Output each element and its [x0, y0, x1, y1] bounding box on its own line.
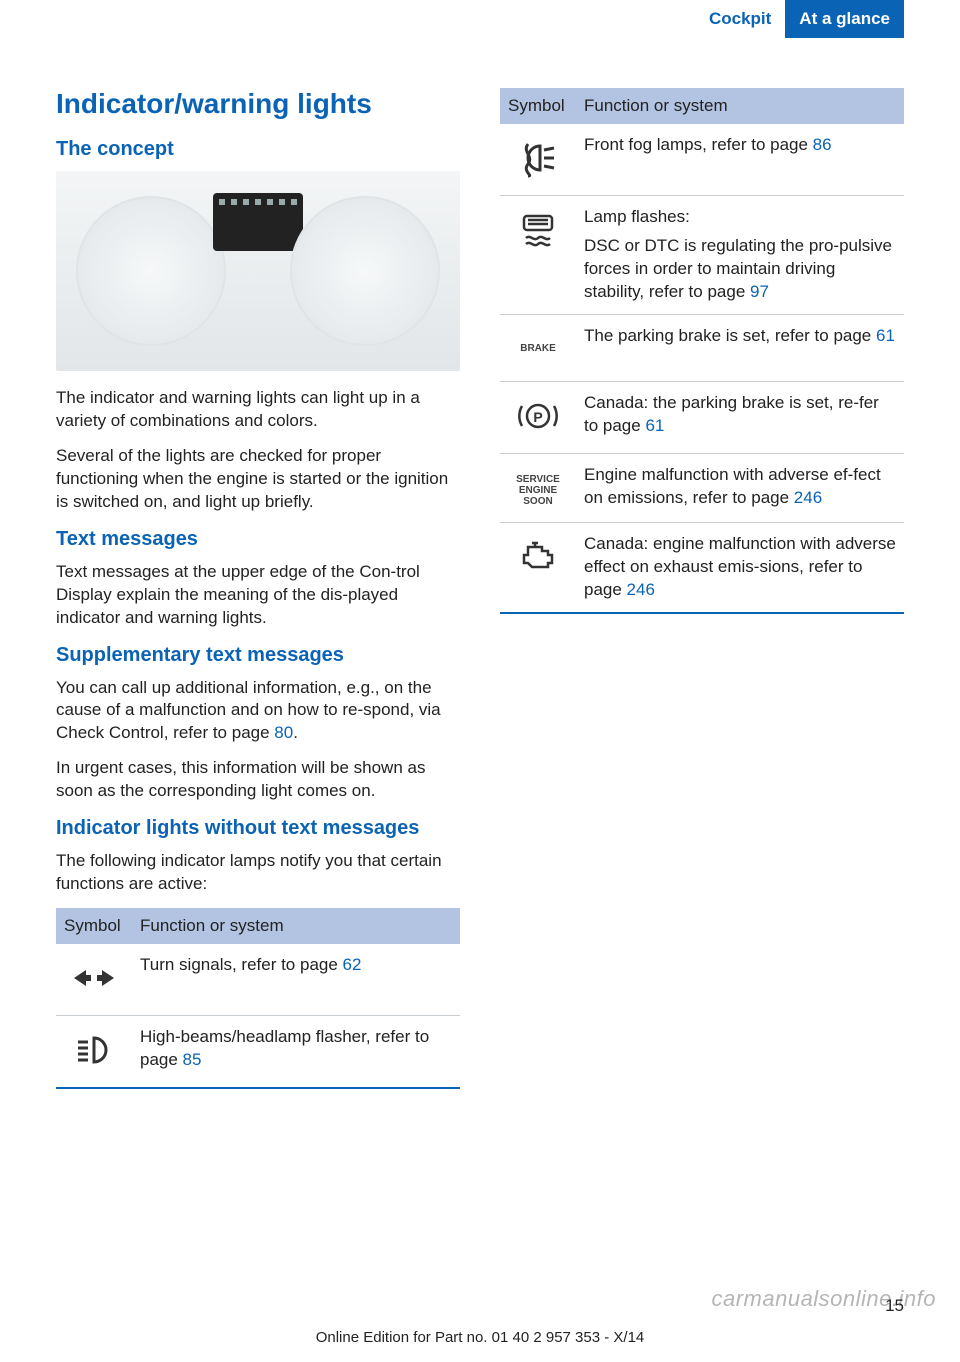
engine-icon: [516, 535, 560, 579]
supplementary-paragraph-2: In urgent cases, this information will b…: [56, 757, 460, 803]
page-link-62[interactable]: 62: [343, 955, 362, 974]
indicator-paragraph: The following indicator lamps notify you…: [56, 850, 460, 896]
table-row: Lamp flashes: DSC or DTC is regulating t…: [500, 195, 904, 314]
table-row: Turn signals, refer to page 62: [56, 944, 460, 1015]
dsc-icon: [516, 208, 560, 252]
text-span: DSC or DTC is regulating the pro‐pulsive…: [584, 236, 892, 301]
page-link-86[interactable]: 86: [813, 135, 832, 154]
col-header-symbol: Symbol: [56, 908, 132, 944]
table-row: BRAKE The parking brake is set, refer to…: [500, 314, 904, 381]
left-column: Indicator/warning lights The concept The…: [56, 88, 460, 1089]
concept-paragraph-2: Several of the lights are checked for pr…: [56, 445, 460, 514]
text-span: Engine malfunction with adverse ef‐fect …: [584, 465, 881, 507]
table-row: Front fog lamps, refer to page 86: [500, 124, 904, 195]
svg-text:P: P: [533, 409, 542, 425]
table-cell: The parking brake is set, refer to page …: [576, 314, 904, 381]
text-span: Front fog lamps, refer to page: [584, 135, 813, 154]
page-link-97[interactable]: 97: [750, 282, 769, 301]
table-cell: Turn signals, refer to page 62: [132, 944, 460, 1015]
page-link-85[interactable]: 85: [183, 1050, 202, 1069]
table-row: High-beams/headlamp flasher, refer to pa…: [56, 1016, 460, 1088]
page-link-246[interactable]: 246: [794, 488, 822, 507]
heading-supplementary: Supplementary text messages: [56, 644, 460, 667]
page-link-246b[interactable]: 246: [627, 580, 655, 599]
brake-text-icon: BRAKE: [516, 327, 560, 371]
warning-panel: [213, 193, 303, 251]
breadcrumb-section: Cockpit: [695, 0, 785, 38]
text-messages-paragraph: Text messages at the upper edge of the C…: [56, 561, 460, 630]
fog-lamp-icon: [516, 136, 560, 180]
col-header-symbol: Symbol: [500, 88, 576, 124]
table-cell: Lamp flashes: DSC or DTC is regulating t…: [576, 195, 904, 314]
heading-concept: The concept: [56, 138, 460, 161]
header-bar: Cockpit At a glance: [0, 0, 960, 38]
col-header-function: Function or system: [132, 908, 460, 944]
dashboard-image: [56, 171, 460, 371]
right-column: Symbol Function or system Front fog lamp…: [500, 88, 904, 1089]
table-cell: Canada: engine malfunction with adverse …: [576, 523, 904, 613]
symbol-table-left: Symbol Function or system Turn signals, …: [56, 908, 460, 1089]
text-span: You can call up additional information, …: [56, 678, 441, 743]
page-number: 15: [885, 1296, 904, 1316]
text-span: The parking brake is set, refer to page: [584, 326, 876, 345]
table-row: SERVICEENGINESOON Engine malfunction wit…: [500, 453, 904, 523]
text-span: Lamp flashes:: [584, 206, 896, 229]
table-cell: High-beams/headlamp flasher, refer to pa…: [132, 1016, 460, 1088]
service-engine-icon: SERVICEENGINESOON: [516, 468, 560, 512]
col-header-function: Function or system: [576, 88, 904, 124]
turn-signal-icon: [72, 956, 116, 1000]
table-cell: Canada: the parking brake is set, re‐fer…: [576, 381, 904, 453]
tachometer-gauge: [290, 196, 440, 346]
table-row: Canada: engine malfunction with adverse …: [500, 523, 904, 613]
page-link-61b[interactable]: 61: [645, 416, 664, 435]
breadcrumb-chapter: At a glance: [785, 0, 904, 38]
page-link-80[interactable]: 80: [274, 723, 293, 742]
text-span: .: [293, 723, 298, 742]
speedometer-gauge: [76, 196, 226, 346]
supplementary-paragraph-1: You can call up additional information, …: [56, 677, 460, 746]
high-beam-icon: [72, 1028, 116, 1072]
parking-brake-icon: P: [516, 394, 560, 438]
table-cell: Engine malfunction with adverse ef‐fect …: [576, 453, 904, 523]
text-span: Canada: the parking brake is set, re‐fer…: [584, 393, 879, 435]
table-row: P Canada: the parking brake is set, re‐f…: [500, 381, 904, 453]
text-span: Turn signals, refer to page: [140, 955, 343, 974]
page-title: Indicator/warning lights: [56, 88, 460, 120]
concept-paragraph-1: The indicator and warning lights can lig…: [56, 387, 460, 433]
page-link-61[interactable]: 61: [876, 326, 895, 345]
footer-line: Online Edition for Part no. 01 40 2 957 …: [0, 1329, 960, 1346]
table-cell: Front fog lamps, refer to page 86: [576, 124, 904, 195]
heading-indicator-lights: Indicator lights without text messages: [56, 817, 460, 840]
symbol-table-right: Symbol Function or system Front fog lamp…: [500, 88, 904, 614]
heading-text-messages: Text messages: [56, 528, 460, 551]
